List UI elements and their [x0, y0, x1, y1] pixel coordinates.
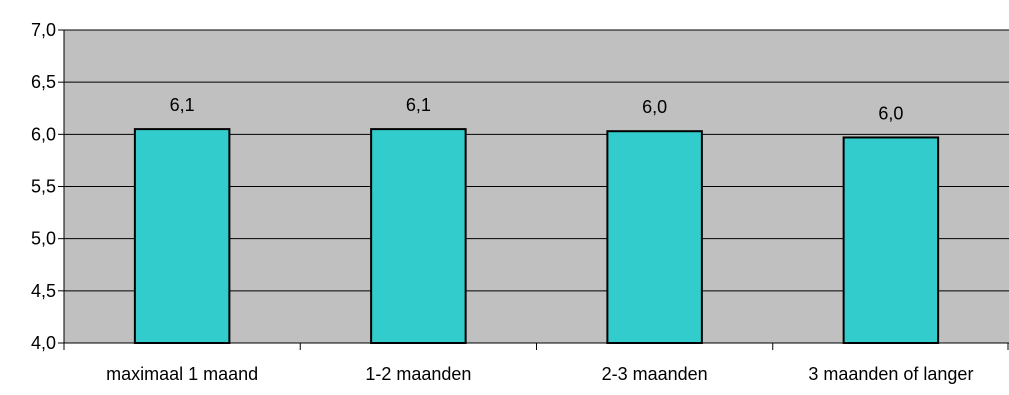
- bar: [842, 136, 940, 344]
- y-tick-label: 7,0: [31, 20, 56, 40]
- y-tick-label: 6,0: [31, 124, 56, 144]
- data-label: 6,0: [642, 97, 667, 117]
- bar: [133, 128, 231, 344]
- data-label: 6,0: [878, 103, 903, 123]
- y-tick-label: 4,0: [31, 333, 56, 353]
- y-tick-label: 6,5: [31, 72, 56, 92]
- y-tick-label: 5,5: [31, 177, 56, 197]
- bars: [133, 128, 940, 344]
- category-label: 3 maanden of langer: [808, 364, 973, 384]
- data-label: 6,1: [170, 95, 195, 115]
- data-label: 6,1: [406, 95, 431, 115]
- bar: [606, 130, 703, 344]
- labels: 4,0 4,5 5,0 5,5 6,0 6,5 7,0 6,1 maximaal 1 maand…: [31, 20, 973, 384]
- category-label: 2-3 maanden: [602, 364, 708, 384]
- y-tick-label: 4,5: [31, 281, 56, 301]
- bar: [370, 128, 467, 344]
- category-label: 1-2 maanden: [365, 364, 471, 384]
- category-label: maximaal 1 maand: [106, 364, 258, 384]
- axes: [58, 29, 1009, 350]
- y-tick-label: 5,0: [31, 229, 56, 249]
